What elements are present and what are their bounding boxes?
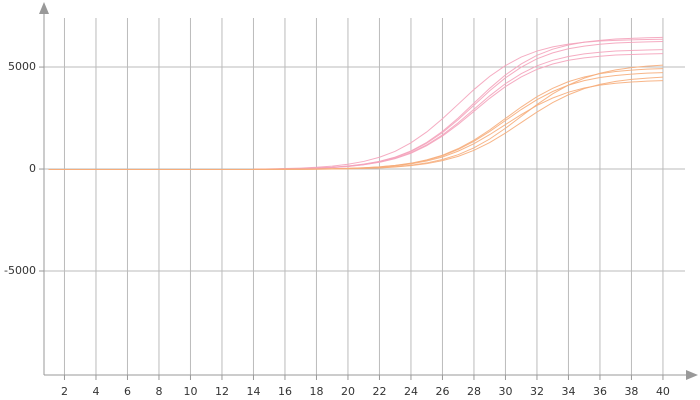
x-tick-label: 20 — [341, 385, 355, 398]
x-tick-label: 26 — [435, 385, 449, 398]
axes: 2 4 6 8 10 12 14 16 18 20 22 24 26 28 30 32 34 36 38 40-500… — [4, 2, 698, 398]
x-tick-label: 24 — [404, 385, 418, 398]
x-tick-label: 14 — [246, 385, 260, 398]
x-tick-label: 38 — [624, 385, 638, 398]
x-tick-label: 16 — [278, 385, 292, 398]
x-tick-label: 12 — [215, 385, 229, 398]
series-line — [48, 49, 663, 170]
x-tick-label: 40 — [656, 385, 670, 398]
series-line — [48, 72, 663, 170]
series-line — [48, 76, 663, 170]
x-tick-label: 34 — [561, 385, 575, 398]
series-line — [48, 64, 663, 170]
x-tick-label: 28 — [467, 385, 481, 398]
x-tick-label: 30 — [498, 385, 512, 398]
y-tick-label: 5000 — [8, 60, 36, 73]
x-tick-label: 18 — [309, 385, 323, 398]
x-tick-label: 36 — [593, 385, 607, 398]
y-tick-label: 0 — [29, 162, 36, 175]
x-axis-arrow — [686, 370, 698, 380]
x-tick-label: 2 — [61, 385, 68, 398]
x-tick-label: 8 — [155, 385, 162, 398]
y-tick-label: -5000 — [4, 264, 36, 277]
plot-area — [48, 36, 663, 170]
grid — [44, 18, 685, 375]
series-line — [48, 38, 663, 170]
x-tick-label: 10 — [183, 385, 197, 398]
x-tick-label: 6 — [124, 385, 131, 398]
series-line — [48, 36, 663, 170]
x-tick-label: 22 — [372, 385, 386, 398]
x-tick-label: 4 — [92, 385, 99, 398]
series-line — [48, 40, 663, 170]
series-line — [48, 53, 663, 170]
x-tick-label: 32 — [530, 385, 544, 398]
y-axis-arrow — [39, 2, 49, 14]
